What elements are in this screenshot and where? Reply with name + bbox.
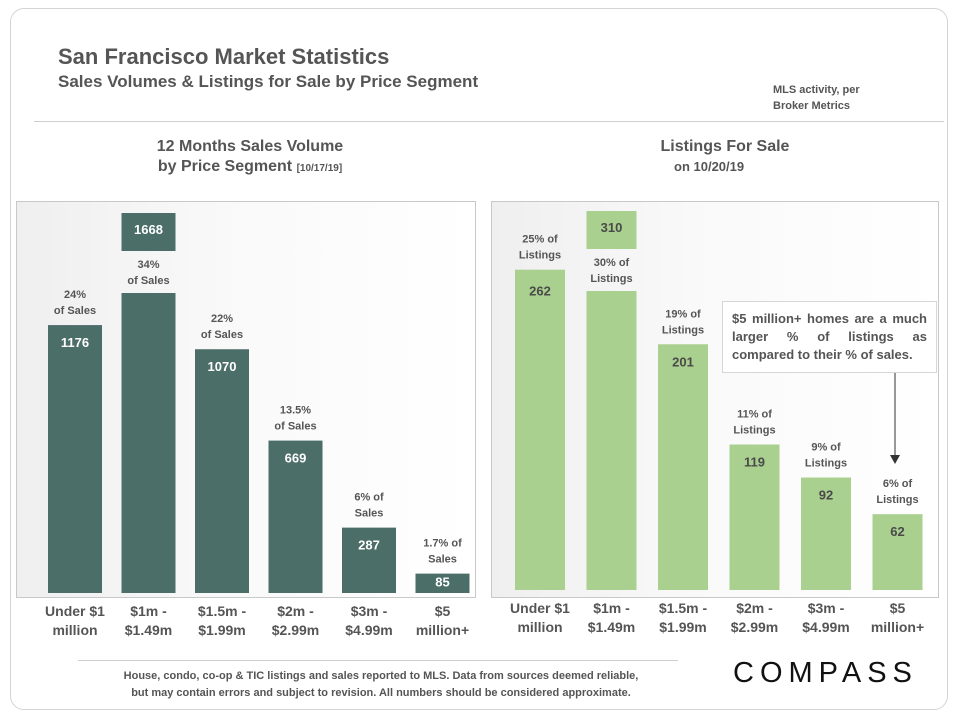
sales-value-label-0: 1176: [61, 335, 89, 350]
sales-pct-label-3: 13.5%: [280, 405, 311, 417]
footer-line1: House, condo, co-op & TIC listings and s…: [123, 670, 639, 682]
sales-category-label-2: $1.5m -: [198, 603, 247, 619]
listings-category-label-0: Under $1: [510, 600, 570, 616]
footer-disclaimer: House, condo, co-op & TIC listings and s…: [86, 668, 676, 702]
listings-value-label-3: 119: [744, 455, 765, 470]
sales-pct-label-0: 24%: [64, 289, 86, 301]
listings-category-label-5-line2: million+: [871, 619, 924, 635]
listings-category-label-0-line2: million: [517, 619, 562, 635]
listings-category-label-2: $1.5m -: [659, 600, 708, 616]
sales-category-label-1: $1m -: [130, 603, 167, 619]
sales-category-label-2-line2: $1.99m: [198, 622, 245, 638]
sales-value-label-4: 287: [358, 538, 380, 553]
sales-chart-title: 12 Months Sales Volume by Price Segment …: [120, 137, 380, 179]
footer-divider: [78, 660, 678, 661]
listings-bar-3: [729, 444, 780, 590]
listings-pct-label-2-line2: Listings: [662, 324, 704, 336]
sales-pct-label-4: 6% of: [354, 492, 384, 504]
sales-bar-3: [268, 440, 323, 593]
sales-bar-5: [415, 573, 470, 593]
sales-category-label-4: $3m -: [351, 603, 388, 619]
callout-arrow-head: [890, 455, 900, 464]
listings-value-label-2: 201: [672, 354, 694, 369]
sales-category-label-0-line2: million: [52, 622, 97, 638]
sales-pct-label-3-line2: of Sales: [274, 421, 316, 433]
listings-chart-title-line2: on 10/20/19: [674, 159, 745, 174]
sales-chart-title-line2: by Price Segment [10/17/19]: [157, 158, 343, 175]
listings-category-label-3-line2: $2.99m: [731, 619, 778, 635]
listings-category-label-4-line2: $4.99m: [802, 619, 849, 635]
listings-pct-label-2: 19% of: [665, 308, 701, 320]
listings-category-label-3: $2m -: [736, 600, 773, 616]
listings-pct-label-5-line2: Listings: [876, 494, 918, 506]
footer-line2: but may contain errors and subject to re…: [131, 687, 631, 699]
listings-bar-5: [872, 514, 923, 590]
sales-category-label-5: $5: [435, 603, 451, 619]
listings-category-label-1-line2: $1.49m: [588, 619, 635, 635]
listings-value-label-0: 262: [529, 284, 551, 299]
sales-pct-label-4-line2: Sales: [355, 508, 384, 520]
sales-pct-label-0-line2: of Sales: [54, 305, 96, 317]
listings-pct-label-3-line2: Listings: [733, 425, 775, 437]
sales-category-label-5-line2: million+: [416, 622, 469, 638]
listings-bar-0: [515, 269, 565, 590]
source-note-line1: MLS activity, per: [773, 84, 860, 96]
listings-pct-label-4-line2: Listings: [805, 458, 847, 470]
listings-pct-label-0-line2: Listings: [519, 250, 561, 262]
sales-bar-1-lower: [121, 293, 176, 593]
sales-value-label-3: 669: [285, 451, 307, 466]
listings-category-label-1: $1m -: [593, 600, 630, 616]
listings-value-label-4: 92: [819, 488, 833, 503]
sales-bar-0: [48, 325, 102, 593]
compass-logo: COMPASS: [733, 657, 918, 689]
sales-category-label-3: $2m -: [277, 603, 314, 619]
sales-value-label-1: 1668: [134, 222, 163, 237]
listings-value-label-1: 310: [601, 220, 623, 235]
sales-chart-title-line1: 12 Months Sales Volume: [156, 138, 344, 155]
sales-value-label-2: 1070: [208, 359, 237, 374]
page-title: San Francisco Market Statistics: [58, 44, 390, 69]
listings-pct-label-1-line2: Listings: [590, 273, 632, 285]
sales-pct-label-5: 1.7% of: [423, 538, 462, 550]
sales-bar-2: [195, 349, 249, 593]
listings-bar-1-lower: [586, 291, 637, 590]
sales-category-label-0: Under $1: [45, 603, 105, 619]
sales-bar-4: [342, 527, 396, 593]
sales-category-label-4-line2: $4.99m: [345, 622, 392, 638]
listings-category-label-2-line2: $1.99m: [659, 619, 706, 635]
listings-value-label-5: 62: [890, 524, 904, 539]
listings-bar-4: [801, 477, 851, 590]
page-subtitle: Sales Volumes & Listings for Sale by Pri…: [58, 72, 479, 91]
sales-pct-label-1: 34%: [137, 259, 159, 271]
sales-pct-label-2: 22%: [211, 313, 233, 325]
sales-chart-title-date: [10/17/19]: [296, 163, 343, 174]
sales-category-label-1-line2: $1.49m: [125, 622, 172, 638]
listings-category-label-4: $3m -: [808, 600, 845, 616]
sales-pct-label-5-line2: Sales: [428, 554, 457, 566]
listings-chart-title-line1: Listings For Sale: [660, 138, 790, 155]
listings-bar-2: [658, 344, 708, 590]
listings-pct-label-3: 11% of: [737, 409, 772, 421]
listings-pct-label-5: 6% of: [883, 478, 913, 490]
listings-category-label-5: $5: [890, 600, 906, 616]
listings-chart-title: Listings For Sale on 10/20/19: [600, 137, 850, 177]
callout-box: $5 million+ homes are a much larger % of…: [722, 301, 937, 373]
sales-category-label-3-line2: $2.99m: [272, 622, 319, 638]
sales-bar-1: [121, 213, 176, 251]
listings-chart-panel: [491, 201, 939, 598]
listings-pct-label-1: 30% of: [594, 257, 630, 269]
listings-pct-label-4: 9% of: [811, 442, 841, 454]
sales-pct-label-2-line2: of Sales: [201, 329, 243, 341]
listings-bar-1: [586, 211, 637, 249]
sales-value-label-5: 85: [435, 575, 449, 590]
header-divider: [34, 121, 944, 122]
source-note: MLS activity, per Broker Metrics: [773, 82, 893, 114]
listings-pct-label-0: 25% of: [522, 234, 558, 246]
source-note-line2: Broker Metrics: [773, 100, 851, 112]
sales-pct-label-1-line2: of Sales: [127, 275, 169, 287]
